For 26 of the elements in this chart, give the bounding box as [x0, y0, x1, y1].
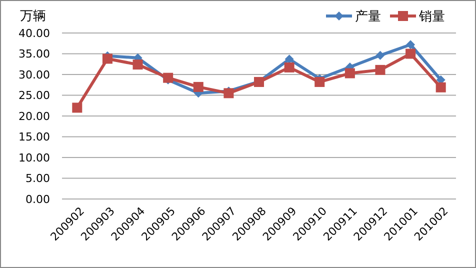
y-tick-label: 0.00 [26, 192, 50, 206]
y-tick-label: 10.00 [18, 151, 50, 164]
point [132, 60, 143, 70]
y-tick-label: 5.00 [26, 172, 50, 186]
point [72, 102, 82, 113]
point [406, 40, 416, 50]
point [284, 62, 294, 72]
point [436, 82, 446, 92]
y-tick-label: 30.00 [18, 68, 50, 82]
point [376, 50, 385, 60]
y-tick-label: 25.00 [18, 89, 50, 102]
y-axis-title: 万辆 [20, 9, 46, 24]
y-tick-label: 20.00 [18, 110, 50, 123]
point [344, 68, 355, 78]
point [163, 72, 174, 83]
legend-label: 产量 [355, 10, 381, 25]
y-tick-label: 15.00 [18, 130, 50, 144]
point [102, 54, 112, 64]
y-tick-label: 35.00 [18, 48, 50, 61]
point [375, 64, 386, 75]
legend-label: 销量 [418, 10, 445, 25]
point [314, 76, 325, 87]
y-tick-label: 40.00 [18, 26, 50, 40]
point [224, 88, 234, 98]
point [406, 48, 416, 59]
point [193, 82, 204, 92]
